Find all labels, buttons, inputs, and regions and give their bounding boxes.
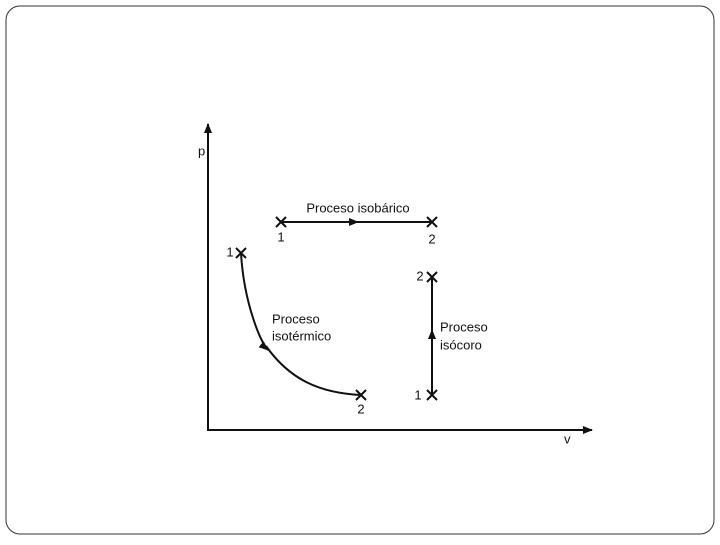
y-axis-label: p [198, 143, 205, 158]
state-label: 1 [226, 244, 233, 259]
state-label: 2 [357, 401, 364, 416]
state-point [355, 389, 367, 401]
process-label: Proceso [272, 311, 320, 326]
state-label: 1 [414, 387, 421, 402]
state-point [426, 216, 438, 228]
state-label: 2 [416, 268, 423, 283]
x-axis-label: v [564, 431, 571, 446]
process-label: isotérmico [272, 328, 331, 343]
state-label: 2 [428, 231, 435, 246]
process-label: Proceso isobárico [306, 200, 409, 215]
process-label: Proceso [440, 319, 488, 334]
process-line [265, 345, 362, 396]
state-label: 1 [277, 229, 284, 244]
state-point [426, 389, 438, 401]
slide-frame [5, 5, 715, 535]
process-label: isócoro [440, 337, 482, 352]
state-point [426, 271, 438, 283]
state-point [235, 247, 247, 259]
state-point [275, 216, 287, 228]
